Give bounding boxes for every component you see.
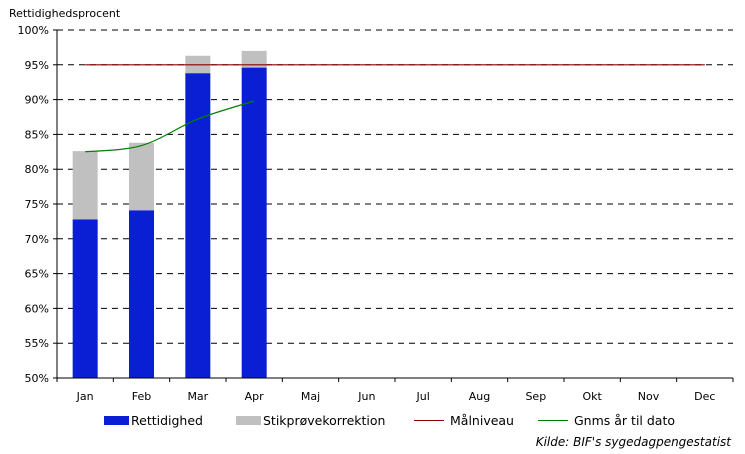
x-tick-label: Dec [694,390,715,403]
bar-rettidighed [72,219,98,378]
x-tick-label: Sep [525,390,546,403]
y-tick-label: 95% [25,59,49,72]
x-tick-label: Nov [638,390,660,403]
y-tick-label: 65% [25,268,49,281]
x-tick-label: Feb [132,390,151,403]
series-lines [85,64,705,153]
gridlines [57,29,733,344]
x-tick-label: Jan [76,390,94,403]
bar-rettidighed [241,67,267,379]
axes [53,29,734,382]
x-tick-label: Aug [469,390,490,403]
legend-label-stikproevekorrektion: Stikprøvekorrektion [263,413,386,428]
y-tick-label: 75% [25,198,49,211]
x-tick-label: Apr [245,390,265,403]
y-tick-label: 90% [25,94,49,107]
legend-swatch-stikproevekorrektion [236,416,261,425]
legend-swatch-rettidighed [104,416,129,425]
x-tick-label: Jul [416,390,430,403]
legend-item-stikproevekorrektion: Stikprøvekorrektion [236,413,385,428]
y-tick-label: 80% [25,163,49,176]
bar-rettidighed [129,210,154,378]
y-tick-label: 60% [25,302,49,315]
y-tick-label: 100% [18,24,49,37]
legend-swatch-gnms [538,420,568,421]
x-tick-labels: Jan Feb Mar Apr Maj Jun Jul Aug Sep Okt Nov Dec [76,390,716,403]
bars [72,50,267,379]
legend-label-maalniveau: Målniveau [450,413,514,428]
legend-label-gnms: Gnms år til dato [574,413,676,428]
legend-item-maalniveau: Målniveau [414,413,514,428]
bar-line-chart: 50% 55% 60% 65% 70% 75% 80% 85% 90% 95% 100% Jan Fe… [18,24,734,403]
y-tick-label: 50% [25,372,49,385]
y-tick-label: 70% [25,233,49,246]
x-tick-label: Okt [582,390,602,403]
x-tick-label: Maj [301,390,320,403]
line-gnms-aar-til-dato [85,100,255,153]
bar-rettidighed [185,73,211,378]
y-tick-label: 85% [25,128,49,141]
x-tick-label: Jun [357,390,375,403]
x-tick-label: Mar [187,390,208,403]
legend-swatch-maalniveau [414,420,444,421]
legend: Rettidighed Stikprøvekorrektion Målnivea… [0,413,745,431]
bar-stikproevekorrektion [241,50,267,68]
y-tick-labels: 50% 55% 60% 65% 70% 75% 80% 85% 90% 95% 100% [18,24,49,385]
legend-label-rettidighed: Rettidighed [131,413,203,428]
y-tick-label: 55% [25,337,49,350]
bar-stikproevekorrektion [129,142,154,211]
legend-item-rettidighed: Rettidighed [104,413,203,428]
legend-item-gnms: Gnms år til dato [538,413,675,428]
bar-stikproevekorrektion [72,151,98,220]
source-note: Kilde: BIF's sygedagpengestatist [535,435,731,449]
y-axis-title: Rettidighedsprocent [9,7,121,20]
